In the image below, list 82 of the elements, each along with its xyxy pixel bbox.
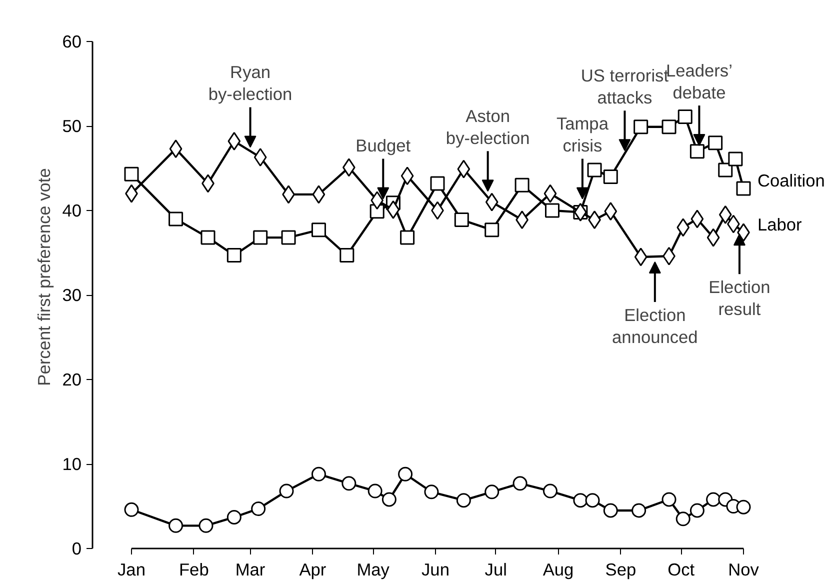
point — [279, 484, 294, 498]
point — [604, 202, 618, 221]
point — [311, 466, 326, 482]
x-tick-label: Aug — [542, 560, 574, 580]
point — [585, 493, 600, 508]
x-tick-label: Oct — [668, 560, 695, 580]
point — [311, 222, 326, 238]
point — [340, 248, 354, 263]
point — [253, 230, 268, 245]
series-label: Labor — [758, 214, 802, 234]
point — [573, 493, 588, 508]
point — [634, 120, 648, 134]
point — [514, 178, 530, 192]
point — [281, 230, 296, 245]
y-tick-label: 20 — [62, 370, 82, 390]
point — [457, 160, 470, 178]
point — [708, 136, 723, 150]
point — [634, 248, 648, 266]
point — [706, 228, 720, 247]
y-tick-label: 10 — [62, 454, 82, 474]
annotation: Aston by-election — [446, 106, 530, 148]
y-axis-title: Percent first preference vote — [34, 168, 54, 386]
point — [718, 205, 732, 224]
point — [382, 492, 396, 507]
point — [430, 176, 445, 191]
point — [676, 512, 690, 526]
point — [512, 476, 528, 491]
point — [690, 144, 704, 159]
point — [485, 192, 498, 212]
point — [587, 162, 602, 178]
annotation: Ryan by-election — [208, 62, 292, 104]
point — [662, 492, 676, 507]
annotation: Election announced — [612, 304, 698, 347]
y-tick-label: 50 — [62, 116, 82, 136]
x-tick-label: Mar — [235, 560, 266, 580]
point — [456, 493, 471, 508]
y-tick-label: 30 — [62, 285, 82, 305]
annotation: Election result — [708, 277, 770, 320]
x-tick-label: Sep — [605, 560, 636, 580]
point — [728, 152, 743, 166]
y-tick-label: 60 — [62, 32, 82, 52]
point — [484, 484, 500, 500]
y-tick-label: 0 — [72, 538, 82, 558]
series-label: Coalition — [758, 170, 825, 191]
point — [690, 503, 704, 518]
point — [368, 484, 382, 498]
point — [603, 503, 618, 518]
point — [542, 484, 558, 498]
point — [678, 109, 692, 124]
point — [484, 222, 500, 238]
point — [251, 502, 266, 516]
point — [454, 212, 469, 228]
x-tick-label: Nov — [728, 560, 760, 580]
x-tick-label: Apr — [299, 560, 326, 580]
annotation: Budget — [356, 136, 411, 156]
point — [603, 169, 618, 184]
point — [690, 210, 704, 228]
annotation: Tampa crisis — [556, 114, 609, 156]
point — [718, 162, 733, 178]
point — [662, 120, 676, 134]
x-tick-label: Feb — [178, 560, 209, 580]
point — [312, 185, 326, 204]
point — [254, 148, 267, 167]
point — [545, 203, 560, 218]
x-tick-label: May — [356, 560, 390, 580]
point — [342, 476, 356, 491]
point — [706, 492, 721, 507]
point — [544, 184, 557, 203]
x-tick-label: Jan — [118, 560, 146, 580]
point — [400, 166, 414, 186]
point — [632, 503, 646, 518]
x-tick-label: Jun — [422, 560, 450, 580]
point — [736, 181, 751, 196]
point — [676, 218, 690, 237]
point — [424, 484, 439, 500]
point — [386, 200, 400, 219]
point — [370, 191, 384, 210]
x-tick-label: Jul — [484, 560, 507, 580]
point — [400, 230, 415, 245]
point — [398, 466, 413, 482]
point — [736, 500, 751, 514]
y-tick-label: 40 — [62, 200, 82, 220]
